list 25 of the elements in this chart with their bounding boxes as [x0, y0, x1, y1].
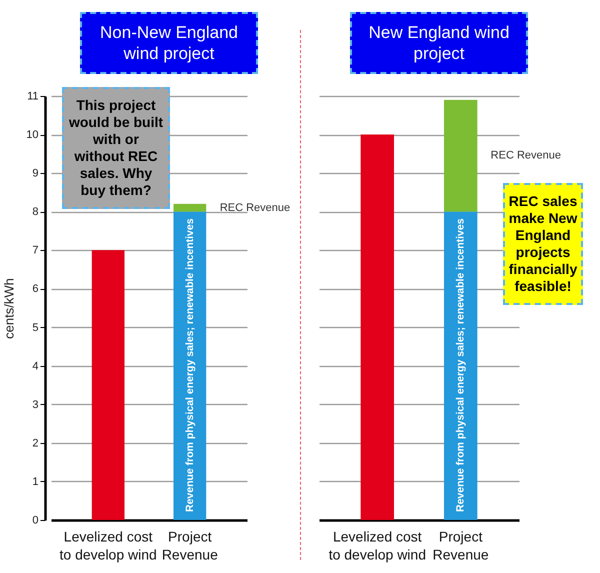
x-tick-label: Project Revenue — [162, 528, 218, 562]
y-axis-title: cents/kWh — [1, 278, 16, 339]
x-tick-label: Levelized cost to develop wind — [60, 528, 157, 562]
chart-title: Non-New England wind project — [80, 12, 258, 74]
y-tick-label: 7 — [32, 244, 38, 257]
y-tick-label: 0 — [32, 514, 38, 526]
y-tick-label: 2 — [32, 437, 38, 450]
x-tick-label: Project Revenue — [432, 528, 489, 562]
y-tick-label: 6 — [32, 283, 38, 296]
y-tick-label: 8 — [32, 206, 38, 218]
y-tick-label: 9 — [32, 168, 38, 180]
annotation: REC sales make New England projects financially feasible! — [503, 183, 583, 305]
y-tick-label: 3 — [32, 398, 38, 411]
series-label: REC Revenue — [220, 202, 290, 214]
series-label: REC Revenue — [490, 150, 561, 162]
y-tick-label: 5 — [32, 322, 38, 334]
y-tick-label: 11 — [27, 90, 38, 102]
chart-title: New England wind project — [350, 12, 528, 74]
x-tick-label: Levelized cost to develop wind — [328, 528, 426, 562]
y-tick-label: 10 — [26, 129, 38, 142]
annotation: This project would be built with or without REC sales. Why buy them? — [62, 87, 170, 209]
series-label: Revenue from physical energy sales; renewable incentives — [454, 218, 467, 512]
y-tick-label: 4 — [32, 360, 38, 372]
series-label: Revenue from physical energy sales; renewable incentives — [184, 218, 196, 512]
y-tick-label: 1 — [32, 476, 38, 488]
